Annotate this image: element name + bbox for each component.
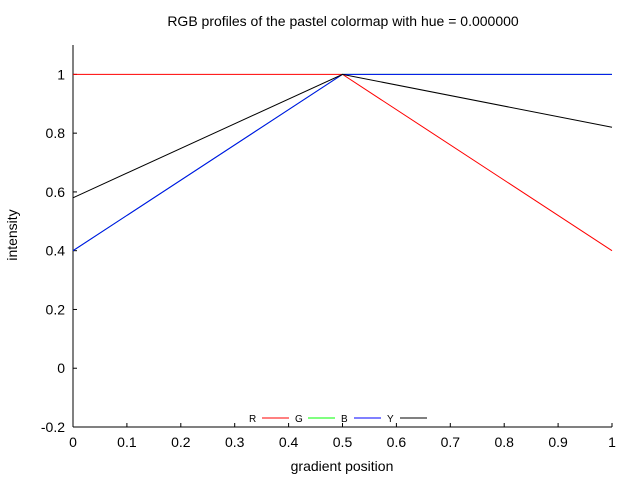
y-tick-label: 0.2	[46, 301, 66, 317]
y-axis-ticks: -0.2 0 0.2 0.4 0.6 0.8 1	[41, 66, 77, 435]
y-tick-label: 1	[57, 66, 65, 82]
x-tick-label: 0.8	[494, 434, 514, 450]
series-line-r	[73, 73, 613, 252]
x-tick-label: 0	[69, 434, 77, 450]
series-line-g	[72, 73, 612, 252]
series-line-b	[72, 73, 612, 252]
x-tick-label: 0.5	[333, 434, 353, 450]
series-lines	[72, 73, 613, 252]
legend-label-g: G	[295, 414, 303, 425]
x-axis-ticks: 0 0.1 0.2 0.3 0.4 0.5 0.6 0.7 0.8 0.9 1	[69, 423, 616, 450]
x-tick-label: 0.4	[279, 434, 299, 450]
y-tick-label: 0.6	[46, 184, 66, 200]
legend-label-r: R	[249, 414, 256, 425]
y-tick-label: 0.8	[46, 125, 66, 141]
x-tick-label: 1	[608, 434, 616, 450]
chart-title: RGB profiles of the pastel colormap with…	[167, 13, 519, 29]
x-tick-label: 0.2	[171, 434, 191, 450]
y-tick-label: 0.4	[46, 243, 66, 259]
series-line-y	[72, 73, 613, 199]
x-tick-label: 0.9	[548, 434, 568, 450]
y-axis-label: intensity	[4, 209, 20, 260]
legend-label-y: Y	[387, 414, 394, 425]
x-tick-label: 0.7	[441, 434, 461, 450]
legend-label-b: B	[341, 414, 348, 425]
x-axis-label: gradient position	[291, 458, 394, 474]
axes	[72, 45, 612, 428]
y-tick-label: -0.2	[41, 419, 65, 435]
x-tick-label: 0.6	[387, 434, 407, 450]
x-tick-label: 0.1	[117, 434, 137, 450]
y-tick-label: 0	[57, 360, 65, 376]
x-tick-label: 0.3	[225, 434, 245, 450]
